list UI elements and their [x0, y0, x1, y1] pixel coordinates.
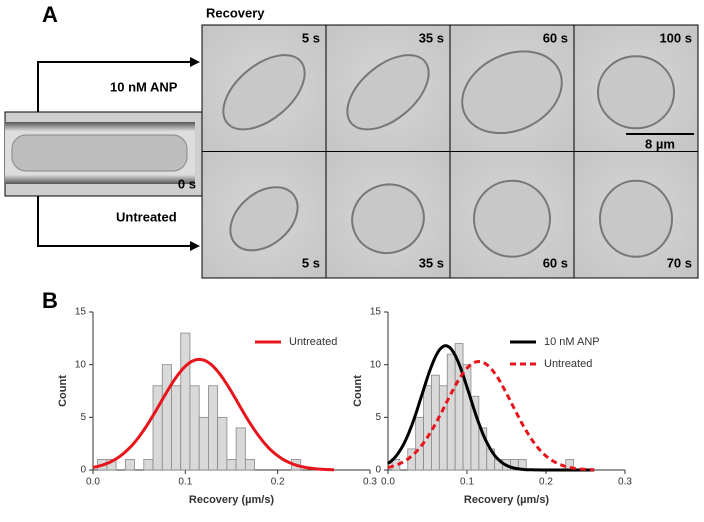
- x-tick-label: 0.1: [178, 477, 192, 488]
- bar: [438, 385, 448, 471]
- cell: [11, 134, 188, 172]
- time-label: 35 s: [419, 255, 444, 270]
- y-tick-label: 0: [80, 465, 86, 476]
- time-label: 0 s: [178, 176, 196, 191]
- panel-label: A: [42, 2, 58, 27]
- y-tick-label: 0: [375, 465, 381, 476]
- arrow-head: [190, 57, 200, 67]
- bar: [143, 459, 154, 471]
- y-tick-label: 15: [75, 307, 87, 318]
- legend-label: 10 nM ANP: [544, 336, 600, 348]
- bar: [152, 385, 163, 471]
- x-tick-label: 0.2: [271, 477, 285, 488]
- bar: [180, 332, 191, 471]
- cell: [599, 179, 673, 258]
- x-tick-label: 0.2: [539, 477, 553, 488]
- bar: [423, 385, 432, 471]
- arrow: [37, 196, 190, 247]
- bar: [226, 459, 237, 471]
- bar: [217, 416, 228, 471]
- bar: [161, 364, 172, 471]
- cell: [473, 179, 551, 258]
- anp-label: 10 nM ANP: [110, 79, 178, 94]
- time-label: 5 s: [302, 255, 320, 270]
- panel-label: B: [42, 288, 58, 313]
- legend-label: Untreated: [289, 336, 337, 348]
- bar: [446, 353, 456, 471]
- cell: [229, 186, 299, 252]
- y-tick-label: 15: [370, 307, 382, 318]
- bar: [431, 374, 440, 471]
- time-label: 5 s: [302, 30, 320, 45]
- time-label: 35 s: [419, 30, 444, 45]
- y-tick-label: 5: [375, 412, 381, 423]
- time-label: 100 s: [659, 30, 692, 45]
- bar: [235, 427, 246, 471]
- bar: [189, 385, 200, 471]
- cell: [222, 54, 306, 131]
- cell: [597, 55, 675, 130]
- x-axis-label: Recovery (µm/s): [189, 494, 275, 506]
- x-tick-label: 0.1: [460, 477, 474, 488]
- fit-curve: [92, 357, 334, 472]
- x-tick-label: 0.0: [86, 477, 100, 488]
- bar: [124, 459, 135, 471]
- y-tick-label: 10: [75, 359, 87, 370]
- arrow: [37, 61, 190, 112]
- y-axis-label: Count: [352, 375, 364, 407]
- pipette-image: 0 s: [4, 111, 203, 197]
- x-tick-label: 0.0: [381, 477, 395, 488]
- y-axis-label: Count: [57, 375, 69, 407]
- y-tick-label: 5: [80, 412, 86, 423]
- bar: [244, 459, 255, 471]
- fit-curve: [387, 359, 595, 472]
- time-label: 70 s: [667, 255, 692, 270]
- cell: [346, 54, 430, 131]
- bar: [171, 385, 182, 471]
- time-label: 60 s: [543, 30, 568, 45]
- bar: [198, 416, 209, 471]
- recovery-label: Recovery: [206, 5, 265, 20]
- bar: [208, 385, 219, 471]
- x-tick-label: 0.3: [618, 477, 632, 488]
- untreated-label: Untreated: [116, 209, 177, 224]
- x-tick-label: 0.3: [363, 477, 377, 488]
- cell: [461, 50, 563, 135]
- y-tick-label: 10: [370, 359, 382, 370]
- x-axis-label: Recovery (µm/s): [464, 494, 550, 506]
- fit-curve: [387, 344, 595, 472]
- scale-label: 8 µm: [645, 136, 675, 151]
- legend-label: Untreated: [544, 358, 592, 370]
- cell: [351, 183, 425, 254]
- arrow-head: [190, 241, 200, 251]
- time-label: 60 s: [543, 255, 568, 270]
